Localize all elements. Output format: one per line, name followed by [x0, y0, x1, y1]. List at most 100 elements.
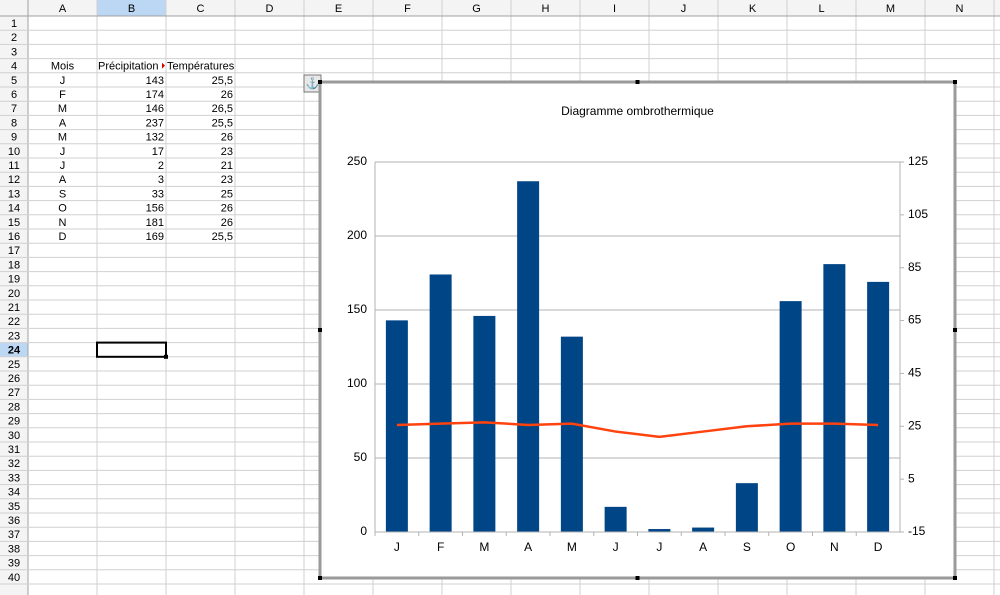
cell[interactable]: A — [59, 117, 67, 129]
header-cell[interactable]: Précipitation — [98, 61, 159, 73]
row-header[interactable]: 6 — [11, 89, 17, 101]
cell[interactable]: 169 — [146, 231, 164, 243]
row-header[interactable]: 20 — [8, 288, 20, 300]
row-header[interactable]: 17 — [8, 245, 20, 257]
column-header[interactable]: M — [886, 3, 895, 15]
column-header[interactable]: I — [613, 3, 616, 15]
column-header[interactable]: K — [749, 3, 757, 15]
resize-handle[interactable] — [635, 80, 640, 84]
row-header[interactable]: 11 — [8, 160, 19, 172]
cell[interactable]: 3 — [158, 174, 164, 186]
cell[interactable]: 25,5 — [212, 231, 233, 243]
cell[interactable]: 26 — [221, 89, 233, 101]
resize-handle[interactable] — [318, 80, 322, 84]
cell[interactable]: 23 — [221, 174, 233, 186]
row-header[interactable]: 39 — [8, 558, 20, 570]
row-header[interactable]: 34 — [8, 487, 20, 499]
cell[interactable]: J — [60, 146, 66, 158]
cell[interactable]: 143 — [146, 75, 164, 87]
cell[interactable]: J — [60, 160, 66, 172]
cell[interactable]: 26,5 — [212, 103, 233, 115]
cell[interactable]: F — [59, 89, 66, 101]
cell[interactable]: D — [59, 231, 67, 243]
column-header[interactable]: C — [197, 3, 205, 15]
column-header[interactable]: A — [59, 3, 67, 15]
row-header[interactable]: 4 — [11, 61, 17, 73]
column-header[interactable]: F — [404, 3, 411, 15]
resize-handle[interactable] — [318, 576, 322, 580]
row-header[interactable]: 24 — [8, 345, 21, 357]
row-header[interactable]: 23 — [8, 330, 20, 342]
row-header[interactable]: 14 — [8, 203, 20, 215]
row-header[interactable]: 29 — [8, 416, 20, 428]
column-header[interactable]: J — [681, 3, 687, 15]
column-header[interactable]: H — [542, 3, 550, 15]
row-header[interactable]: 12 — [8, 174, 20, 186]
row-header[interactable]: 37 — [8, 529, 20, 541]
resize-handle[interactable] — [953, 80, 957, 84]
cell[interactable]: 146 — [146, 103, 164, 115]
row-header[interactable]: 21 — [8, 302, 20, 314]
row-header[interactable]: 28 — [8, 401, 20, 413]
cell[interactable]: M — [58, 103, 67, 115]
row-header[interactable]: 2 — [11, 32, 17, 44]
column-header[interactable]: L — [818, 3, 824, 15]
cell[interactable]: 181 — [146, 217, 164, 229]
column-header[interactable]: D — [266, 3, 274, 15]
cell[interactable]: 25,5 — [212, 75, 233, 87]
cell[interactable]: 132 — [146, 132, 164, 144]
row-header[interactable]: 3 — [11, 46, 17, 58]
row-header[interactable]: 10 — [8, 146, 20, 158]
cell[interactable]: S — [59, 188, 66, 200]
column-header[interactable]: B — [128, 3, 135, 15]
cell[interactable]: 237 — [146, 117, 164, 129]
cell[interactable]: J — [60, 75, 66, 87]
row-header[interactable]: 30 — [8, 430, 20, 442]
cell[interactable]: 23 — [221, 146, 233, 158]
row-header[interactable]: 36 — [8, 515, 20, 527]
row-header[interactable]: 8 — [11, 117, 17, 129]
row-header[interactable]: 22 — [8, 316, 20, 328]
row-header[interactable]: 32 — [8, 458, 20, 470]
header-cell[interactable]: Températures — [167, 61, 235, 73]
row-header[interactable]: 19 — [8, 274, 20, 286]
row-header[interactable]: 40 — [8, 572, 20, 584]
row-header[interactable]: 35 — [8, 501, 20, 513]
column-header[interactable]: N — [956, 3, 964, 15]
chart-frame[interactable] — [318, 80, 957, 580]
cell[interactable]: 26 — [221, 217, 233, 229]
resize-handle[interactable] — [953, 576, 957, 580]
cell[interactable]: 26 — [221, 203, 233, 215]
row-header[interactable]: 31 — [8, 444, 20, 456]
cell[interactable]: 17 — [152, 146, 164, 158]
cell[interactable]: 21 — [221, 160, 233, 172]
row-header[interactable]: 33 — [8, 472, 20, 484]
row-header[interactable]: 25 — [8, 359, 20, 371]
column-header[interactable]: G — [472, 3, 481, 15]
selected-cell[interactable] — [96, 341, 167, 358]
row-header[interactable]: 38 — [8, 543, 20, 555]
column-header[interactable]: E — [335, 3, 342, 15]
row-header[interactable]: 1 — [11, 18, 17, 30]
cell[interactable]: M — [58, 132, 67, 144]
cell[interactable]: N — [59, 217, 67, 229]
row-header[interactable]: 5 — [11, 75, 17, 87]
row-header[interactable]: 26 — [8, 373, 20, 385]
cell[interactable]: 25 — [221, 188, 233, 200]
row-header[interactable]: 13 — [8, 188, 20, 200]
row-header[interactable]: 16 — [8, 231, 20, 243]
cell[interactable]: 33 — [152, 188, 164, 200]
cell[interactable]: 2 — [158, 160, 164, 172]
resize-handle[interactable] — [953, 328, 957, 332]
cell[interactable]: 25,5 — [212, 117, 233, 129]
resize-handle[interactable] — [635, 576, 640, 580]
row-header[interactable]: 27 — [8, 387, 20, 399]
header-cell[interactable]: Mois — [51, 61, 75, 73]
cell[interactable]: 174 — [146, 89, 164, 101]
row-header[interactable]: 7 — [11, 103, 17, 115]
row-header[interactable]: 15 — [8, 217, 20, 229]
row-header[interactable]: 18 — [8, 259, 20, 271]
cell[interactable]: 26 — [221, 132, 233, 144]
cell[interactable]: O — [58, 203, 67, 215]
cell[interactable]: A — [59, 174, 67, 186]
